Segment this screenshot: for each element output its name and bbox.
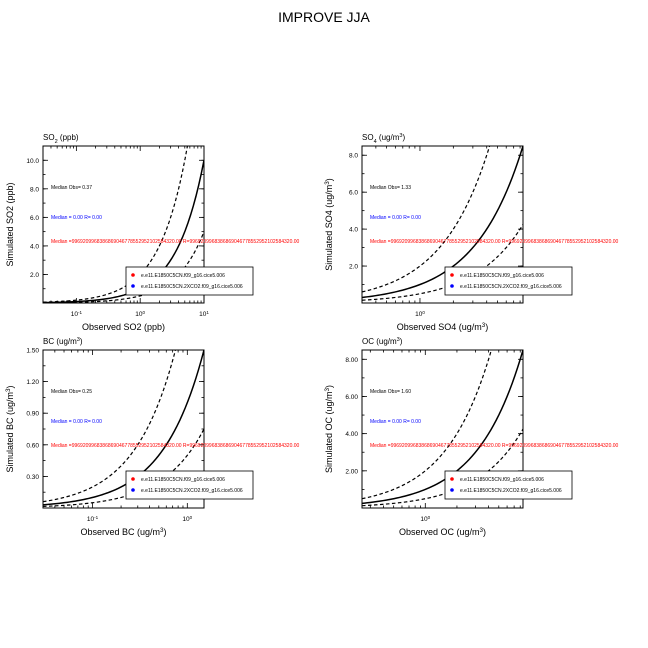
y-axis-label: Simulated OC (ug/m3) bbox=[324, 385, 335, 473]
median-case2-text: Median = 0.00 R= 0.00 bbox=[51, 419, 102, 425]
y-axis-label: Simulated SO2 (ppb) bbox=[5, 182, 15, 266]
x-axis-label: Observed SO4 (ug/m3) bbox=[397, 322, 489, 333]
one-to-two-line bbox=[362, 224, 523, 301]
legend-marker bbox=[131, 477, 135, 481]
median-case1-text: Median =99692099683868690467785529521025… bbox=[51, 239, 300, 245]
page-title: IMPROVE JJA bbox=[278, 9, 370, 25]
legend-marker bbox=[450, 488, 454, 492]
y-tick-label: 10.0 bbox=[26, 158, 39, 165]
panel-title: SO4 (ug/m3) bbox=[362, 133, 405, 145]
median-case1-text: Median =99692099683868690467785529521025… bbox=[51, 443, 300, 449]
legend-marker bbox=[131, 488, 135, 492]
median-case2-text: Median = 0.00 R= 0.00 bbox=[370, 215, 421, 221]
one-to-one-line bbox=[43, 350, 204, 506]
two-to-one-line bbox=[43, 146, 189, 303]
panel-title: SO2 (ppb) bbox=[43, 133, 79, 145]
legend-marker bbox=[131, 273, 135, 277]
plot-frame bbox=[361, 349, 524, 509]
legend-entry: e.e11.E1850C5CN.f09_g16.cice5.006 bbox=[141, 273, 225, 279]
legend-entry: e.e11.E1850C5CN.2XCO2.f09_g16.cice5.006 bbox=[141, 284, 243, 290]
y-tick-label: 1.20 bbox=[26, 379, 39, 386]
y-tick-label: 8.00 bbox=[345, 357, 358, 364]
y-axis-label: Simulated BC (ug/m3) bbox=[5, 385, 16, 472]
panel-title: OC (ug/m3) bbox=[362, 337, 403, 346]
x-tick-label: 100 bbox=[135, 310, 145, 319]
x-axis-label: Observed SO2 (ppb) bbox=[82, 322, 165, 332]
legend-entry: e.e11.E1850C5CN.f09_g16.cice5.006 bbox=[460, 273, 544, 279]
y-tick-label: 6.00 bbox=[345, 394, 358, 401]
x-tick-label: 101 bbox=[199, 310, 209, 319]
y-tick-label: 2.0 bbox=[349, 264, 358, 271]
scatter-panel-4: 2.00 4.00 6.00 8.00 100 OC (ug/m3) Observed OC… bbox=[324, 337, 619, 538]
median-case2-text: Median = 0.00 R= 0.00 bbox=[51, 215, 102, 221]
legend-box bbox=[444, 470, 573, 500]
legend-marker bbox=[450, 477, 454, 481]
one-to-two-line bbox=[43, 428, 204, 508]
legend-entry: e.e11.E1850C5CN.f09_g16.cice5.006 bbox=[141, 477, 225, 483]
x-tick-label: 100 bbox=[420, 515, 430, 524]
legend: e.e11.E1850C5CN.f09_g16.cice5.006 e.e11.E… bbox=[444, 266, 573, 296]
legend: e.e11.E1850C5CN.f09_g16.cice5.006 e.e11.E… bbox=[125, 470, 254, 500]
legend-marker bbox=[450, 273, 454, 277]
y-tick-label: 8.0 bbox=[30, 186, 39, 193]
scatter-panel-2: 2.0 4.0 6.0 8.0 100 SO4 (ug/m3) Observed SO4 (… bbox=[324, 133, 619, 333]
x-tick-label: 10-1 bbox=[87, 515, 99, 524]
panel-title: BC (ug/m3) bbox=[43, 337, 83, 346]
legend-entry: e.e11.E1850C5CN.2XCO2.f09_g16.cice5.006 bbox=[460, 284, 562, 290]
median-obs-text: Median Obs= 1.33 bbox=[370, 185, 411, 191]
y-tick-label: 6.0 bbox=[30, 215, 39, 222]
plot-frame bbox=[42, 145, 205, 304]
y-tick-label: 2.00 bbox=[345, 468, 358, 475]
y-tick-label: 8.0 bbox=[349, 153, 358, 160]
two-to-one-line bbox=[43, 350, 177, 503]
y-tick-label: 0.60 bbox=[26, 442, 39, 449]
y-tick-label: 4.0 bbox=[349, 227, 358, 234]
legend-box bbox=[444, 266, 573, 296]
x-tick-label: 10-1 bbox=[71, 310, 83, 319]
legend-box bbox=[125, 470, 254, 500]
legend: e.e11.E1850C5CN.f09_g16.cice5.006 e.e11.E… bbox=[444, 470, 573, 500]
legend-marker bbox=[131, 284, 135, 288]
y-tick-label: 2.0 bbox=[30, 272, 39, 279]
median-case2-text: Median = 0.00 R= 0.00 bbox=[370, 419, 421, 425]
y-tick-label: 0.30 bbox=[26, 474, 39, 481]
one-to-one-line bbox=[362, 146, 523, 299]
y-tick-label: 6.0 bbox=[349, 190, 358, 197]
median-case1-text: Median =99692099683868690467785529521025… bbox=[370, 239, 619, 245]
legend-entry: e.e11.E1850C5CN.2XCO2.f09_g16.cice5.006 bbox=[460, 488, 562, 494]
x-tick-label: 100 bbox=[415, 310, 425, 319]
y-tick-label: 0.90 bbox=[26, 411, 39, 418]
y-tick-label: 1.50 bbox=[26, 348, 39, 355]
y-tick-label: 4.0 bbox=[30, 243, 39, 250]
scatter-panel-1: 2.0 4.0 6.0 8.0 10.0 10-1 100 101 SO2 (ppb) Obser… bbox=[5, 133, 300, 332]
x-axis-label: Observed BC (ug/m3) bbox=[80, 527, 166, 538]
plot-frame bbox=[361, 145, 524, 304]
median-obs-text: Median Obs= 1.60 bbox=[370, 389, 411, 395]
legend: e.e11.E1850C5CN.f09_g16.cice5.006 e.e11.E… bbox=[125, 266, 254, 296]
y-axis-label: Simulated SO4 (ug/m3) bbox=[324, 178, 335, 271]
median-obs-text: Median Obs= 0.37 bbox=[51, 185, 92, 191]
legend-entry: e.e11.E1850C5CN.f09_g16.cice5.006 bbox=[460, 477, 544, 483]
scatter-panel-3: 0.30 0.60 0.90 1.20 1.50 10-1 100 BC (ug/m3) Obs… bbox=[5, 337, 300, 538]
legend-marker bbox=[450, 284, 454, 288]
legend-box bbox=[125, 266, 254, 296]
median-case1-text: Median =99692099683868690467785529521025… bbox=[370, 443, 619, 449]
x-tick-label: 100 bbox=[182, 515, 192, 524]
legend-entry: e.e11.E1850C5CN.2XCO2.f09_g16.cice5.006 bbox=[141, 488, 243, 494]
one-to-two-line bbox=[362, 428, 523, 507]
x-axis-label: Observed OC (ug/m3) bbox=[399, 527, 486, 538]
y-tick-label: 4.00 bbox=[345, 431, 358, 438]
median-obs-text: Median Obs= 0.25 bbox=[51, 389, 92, 395]
one-to-one-line bbox=[362, 350, 523, 505]
